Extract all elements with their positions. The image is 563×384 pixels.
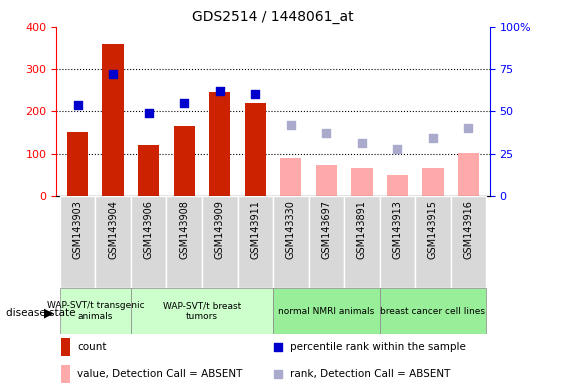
Bar	[422, 169, 444, 196]
Bar	[209, 91, 230, 196]
Bar	[67, 132, 88, 196]
Bar	[280, 158, 301, 196]
Title: GDS2514 / 1448061_at: GDS2514 / 1448061_at	[192, 10, 354, 25]
Text: GSM143903: GSM143903	[73, 200, 83, 259]
Text: GSM143913: GSM143913	[392, 200, 403, 259]
Bar	[309, 196, 344, 288]
Text: percentile rank within the sample: percentile rank within the sample	[289, 342, 466, 352]
Bar	[138, 145, 159, 196]
Bar	[61, 338, 70, 356]
Text: GSM143906: GSM143906	[144, 200, 154, 259]
Text: GSM143909: GSM143909	[215, 200, 225, 259]
Bar	[61, 365, 70, 382]
Point	[358, 141, 367, 147]
Bar	[60, 288, 131, 334]
Point	[428, 135, 437, 141]
Text: GSM143697: GSM143697	[321, 200, 332, 260]
Bar	[273, 196, 309, 288]
Point	[180, 100, 189, 106]
Bar	[102, 44, 124, 196]
Bar	[316, 165, 337, 196]
Bar	[245, 103, 266, 196]
Text: normal NMRI animals: normal NMRI animals	[278, 306, 374, 316]
Point	[73, 101, 82, 108]
Text: WAP-SVT/t breast
tumors: WAP-SVT/t breast tumors	[163, 301, 241, 321]
Text: WAP-SVT/t transgenic
animals: WAP-SVT/t transgenic animals	[47, 301, 144, 321]
Bar	[351, 169, 373, 196]
Bar	[173, 126, 195, 196]
Bar	[458, 153, 479, 196]
Text: GSM143904: GSM143904	[108, 200, 118, 259]
Point	[109, 71, 118, 77]
Text: rank, Detection Call = ABSENT: rank, Detection Call = ABSENT	[289, 369, 450, 379]
Bar	[60, 196, 95, 288]
Text: ▶: ▶	[44, 306, 53, 319]
Text: GSM143911: GSM143911	[251, 200, 260, 259]
Text: GSM143916: GSM143916	[463, 200, 473, 259]
Text: GSM143330: GSM143330	[286, 200, 296, 259]
Text: count: count	[77, 342, 106, 352]
Point	[464, 125, 473, 131]
Text: GSM143915: GSM143915	[428, 200, 438, 260]
Point	[251, 91, 260, 98]
Bar	[131, 196, 167, 288]
Point	[393, 146, 402, 152]
Bar	[202, 196, 238, 288]
Bar	[415, 196, 451, 288]
Point	[287, 122, 296, 128]
Bar	[379, 196, 415, 288]
Bar	[238, 196, 273, 288]
Bar	[387, 175, 408, 196]
Text: breast cancer cell lines: breast cancer cell lines	[381, 306, 485, 316]
Bar	[167, 196, 202, 288]
Text: value, Detection Call = ABSENT: value, Detection Call = ABSENT	[77, 369, 243, 379]
Bar	[379, 288, 486, 334]
Bar	[451, 196, 486, 288]
Bar	[131, 288, 273, 334]
Bar	[344, 196, 379, 288]
Text: disease state: disease state	[6, 308, 75, 318]
Bar	[95, 196, 131, 288]
Text: GSM143908: GSM143908	[179, 200, 189, 259]
Bar	[273, 288, 379, 334]
Point	[215, 88, 224, 94]
Text: GSM143891: GSM143891	[357, 200, 367, 259]
Point	[144, 110, 153, 116]
Point	[322, 130, 331, 136]
